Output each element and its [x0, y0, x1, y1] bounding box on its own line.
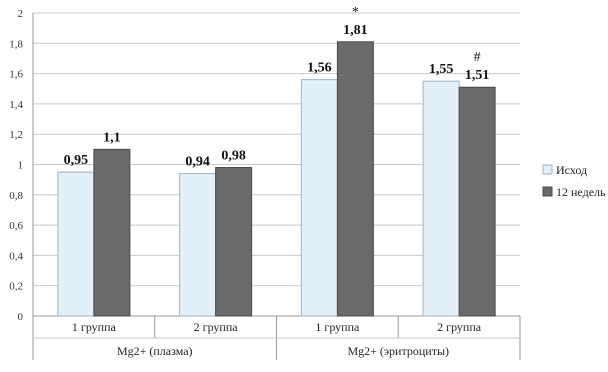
data-label: 0,94: [185, 155, 210, 170]
legend-swatch: [542, 186, 553, 197]
y-tick-label: 1,8: [9, 38, 23, 50]
category-label: 1 группа: [72, 320, 117, 334]
significance-marker: *: [352, 5, 359, 20]
y-tick-label: 0,4: [9, 250, 23, 262]
y-tick-label: 0: [18, 311, 24, 323]
legend-swatch: [542, 164, 553, 175]
y-tick-label: 1,6: [9, 69, 23, 81]
data-label: 1,55: [429, 62, 454, 77]
data-label: 0,98: [221, 149, 246, 164]
bar-week12: [93, 148, 131, 317]
bar-baseline: [57, 171, 95, 317]
category-label: 2 группа: [194, 320, 239, 334]
category-label: 2 группа: [437, 320, 482, 334]
y-tick-label: 0,8: [9, 190, 23, 202]
y-tick-label: 1,4: [9, 99, 23, 111]
bar-baseline: [179, 173, 217, 317]
y-tick-label: 0,6: [9, 220, 23, 232]
bar-baseline: [300, 79, 338, 317]
data-label: 1,51: [465, 68, 490, 83]
legend-entry: Исход: [556, 163, 587, 177]
data-label: 0,95: [64, 153, 89, 168]
group-label: Mg2+ (эритроциты): [347, 344, 449, 358]
data-label: 1,81: [343, 23, 368, 38]
bar-baseline: [422, 80, 460, 317]
data-label: 1,56: [307, 61, 332, 76]
bar-week12: [336, 41, 374, 317]
bar-week12: [215, 167, 253, 317]
data-label: 1,1: [103, 130, 121, 145]
y-tick-label: 2: [18, 8, 24, 20]
legend-entry: 12 недель: [556, 185, 606, 199]
y-tick-label: 0,2: [9, 281, 23, 293]
category-label: 1 группа: [315, 320, 360, 334]
bar-week12: [458, 86, 496, 317]
y-tick-label: 1,2: [9, 129, 23, 141]
significance-marker: #: [474, 50, 481, 65]
group-label: Mg2+ (плазма): [117, 344, 193, 358]
y-tick-label: 1: [18, 160, 24, 172]
